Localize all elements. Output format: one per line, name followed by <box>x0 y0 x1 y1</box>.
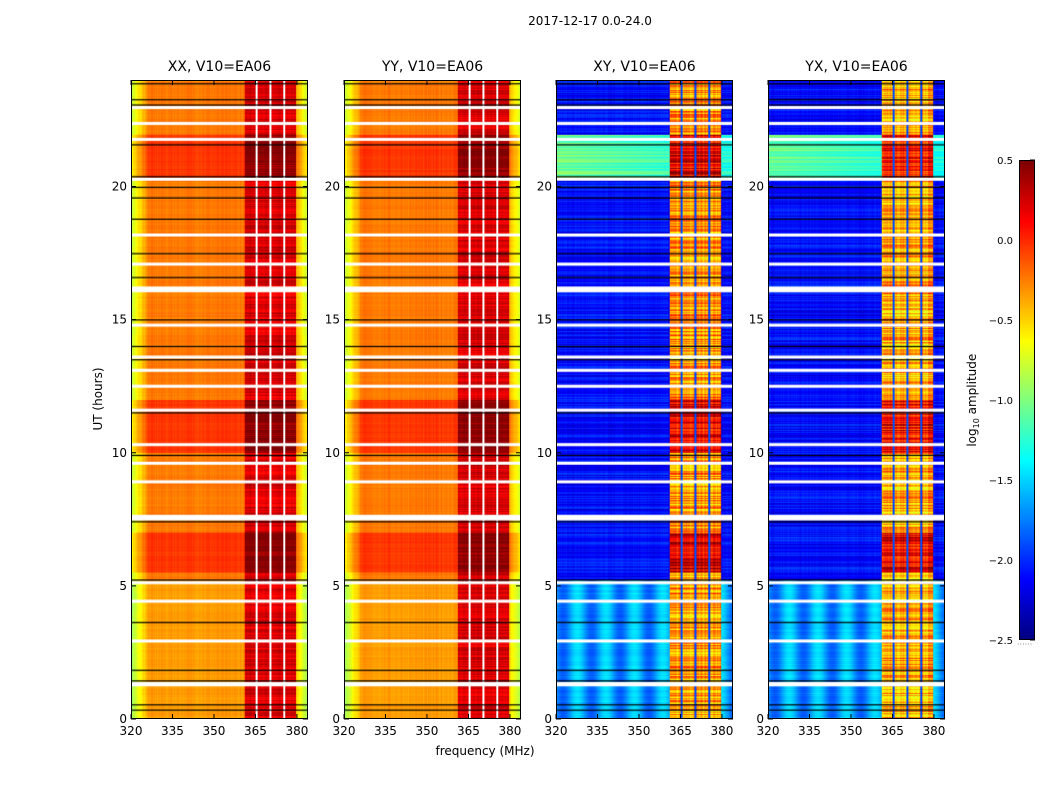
y-tick-label: 15 <box>749 313 764 327</box>
panel-title-yy: YY, V10=EA06 <box>381 59 484 75</box>
x-tick-label: 365 <box>457 724 480 738</box>
y-tick-label: 10 <box>749 446 764 460</box>
x-tick-label: 335 <box>798 724 821 738</box>
colorbar-tick-label: −2.0 <box>989 556 1013 567</box>
colorbar-tick-label: −0.5 <box>989 316 1013 327</box>
heatmap-yy <box>344 80 521 719</box>
panel-title-xx: XX, V10=EA06 <box>167 59 272 75</box>
colorbar-label: log10 amplitude <box>964 353 982 447</box>
y-tick-label: 0 <box>332 712 340 726</box>
x-tick-label: 320 <box>120 724 143 738</box>
y-tick-label: 0 <box>119 712 127 726</box>
x-tick-label: 380 <box>922 724 945 738</box>
x-tick-label: 335 <box>161 724 184 738</box>
y-tick-label: 20 <box>325 180 340 194</box>
x-tick-label: 320 <box>333 724 356 738</box>
y-tick-label: 5 <box>544 579 552 593</box>
y-tick-label: 15 <box>537 313 552 327</box>
x-tick-label: 335 <box>374 724 397 738</box>
y-tick-label: 20 <box>749 180 764 194</box>
colorbar-tick-label: −2.5 <box>989 636 1013 647</box>
y-tick-label: 10 <box>112 446 127 460</box>
y-tick-label: 20 <box>537 180 552 194</box>
y-tick-label: 0 <box>756 712 764 726</box>
y-tick-label: 15 <box>325 313 340 327</box>
y-tick-label: 10 <box>325 446 340 460</box>
panel-title-xy: XY, V10=EA06 <box>593 59 696 75</box>
x-tick-label: 320 <box>757 724 780 738</box>
x-tick-label: 380 <box>498 724 521 738</box>
x-tick-label: 350 <box>840 724 863 738</box>
y-tick-label: 10 <box>537 446 552 460</box>
x-tick-label: 365 <box>881 724 904 738</box>
x-tick-label: 335 <box>586 724 609 738</box>
x-tick-label: 380 <box>710 724 733 738</box>
x-tick-label: 350 <box>203 724 226 738</box>
y-tick-label: 5 <box>119 579 127 593</box>
x-tick-label: 350 <box>416 724 439 738</box>
x-tick-label: 320 <box>545 724 568 738</box>
y-tick-label: 5 <box>756 579 764 593</box>
x-tick-label: 365 <box>244 724 267 738</box>
y-tick-label: 15 <box>112 313 127 327</box>
heatmap-xx <box>131 80 308 719</box>
x-tick-label: 380 <box>285 724 308 738</box>
colorbar-extension-marker: ······ <box>1017 640 1033 649</box>
y-tick-label: 5 <box>332 579 340 593</box>
y-axis-label: UT (hours) <box>91 367 105 431</box>
x-tick-label: 365 <box>669 724 692 738</box>
figure-title: 2017-12-17 0.0-24.0 <box>528 14 652 28</box>
x-axis-label: frequency (MHz) <box>435 744 535 758</box>
y-tick-label: 20 <box>112 180 127 194</box>
x-tick-label: 350 <box>628 724 651 738</box>
colorbar-tick-label: −1.0 <box>989 396 1013 407</box>
y-tick-label: 0 <box>544 712 552 726</box>
colorbar-tick-label: −1.5 <box>989 476 1013 487</box>
heatmap-xy <box>556 80 733 719</box>
colorbar <box>1019 160 1035 640</box>
panel-title-yx: YX, V10=EA06 <box>805 59 908 75</box>
colorbar-tick-label: 0.5 <box>997 156 1013 167</box>
heatmap-yx <box>768 80 945 719</box>
colorbar-tick-label: 0.0 <box>997 236 1013 247</box>
